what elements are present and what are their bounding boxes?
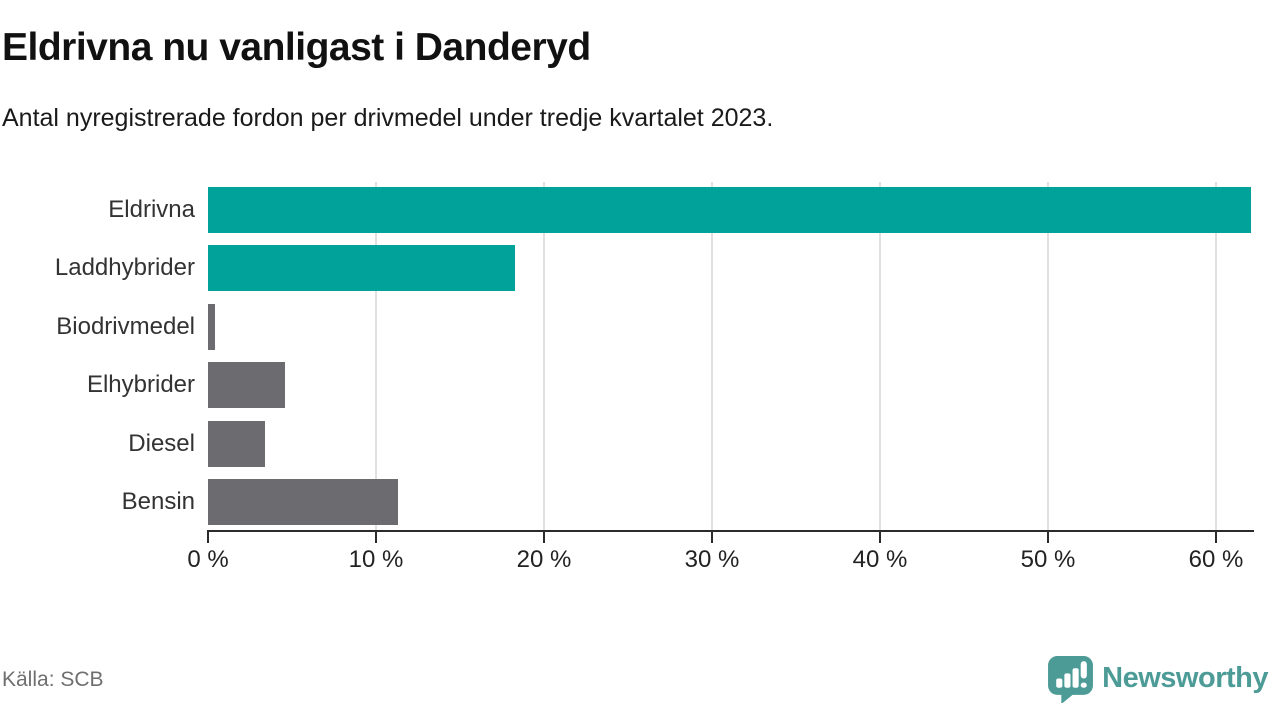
x-axis-tick-0 [207, 532, 209, 543]
category-label-diesel: Diesel [128, 430, 195, 457]
x-axis-tick-10 [375, 532, 377, 543]
bar-elhybrider [208, 362, 285, 408]
bar-biodrivmedel [208, 304, 215, 350]
x-axis-tick-label-20: 20 % [516, 546, 572, 573]
x-axis-tick-label-50: 50 % [1020, 546, 1076, 573]
x-axis-tick-30 [711, 532, 714, 543]
category-label-laddhybrider: Laddhybrider [54, 254, 195, 281]
x-axis-tick-40 [879, 532, 882, 543]
category-label-bensin: Bensin [121, 488, 195, 515]
newsworthy-logo: Newsworthy [1046, 654, 1268, 703]
gridline-60-percent [1215, 182, 1218, 530]
category-label-elhybrider: Elhybrider [86, 371, 195, 398]
x-axis-tick-label-60: 60 % [1188, 546, 1244, 573]
bar-diesel [208, 421, 265, 467]
gridline-40-percent [879, 182, 882, 530]
bar-eldrivna [208, 187, 1251, 233]
gridline-50-percent [1047, 182, 1050, 530]
gridline-10-percent [375, 182, 377, 530]
x-axis-tick-50 [1047, 532, 1050, 543]
source-attribution: Källa: SCB [2, 668, 104, 691]
category-label-biodrivmedel: Biodrivmedel [56, 313, 195, 340]
x-axis-tick-label-40: 40 % [852, 546, 908, 573]
gridline-30-percent [711, 182, 714, 530]
newsworthy-wordmark: Newsworthy [1102, 662, 1268, 694]
category-label-eldrivna: Eldrivna [108, 196, 195, 223]
newsworthy-speech-bubble-bar-chart-icon [1048, 656, 1094, 703]
x-axis-tick-label-10: 10 % [348, 546, 404, 573]
gridline-20-percent [543, 182, 545, 530]
bar-bensin [208, 479, 398, 525]
chart-title: Eldrivna nu vanligast i Danderyd [2, 26, 591, 69]
chart-subtitle: Antal nyregistrerade fordon per drivmede… [2, 104, 774, 132]
x-axis-line [207, 530, 1254, 532]
x-axis-tick-label-0: 0 % [187, 546, 229, 573]
x-axis-tick-60 [1215, 532, 1218, 543]
bar-laddhybrider [208, 245, 515, 291]
x-axis-tick-label-30: 30 % [684, 546, 740, 573]
x-axis-tick-20 [543, 532, 545, 543]
